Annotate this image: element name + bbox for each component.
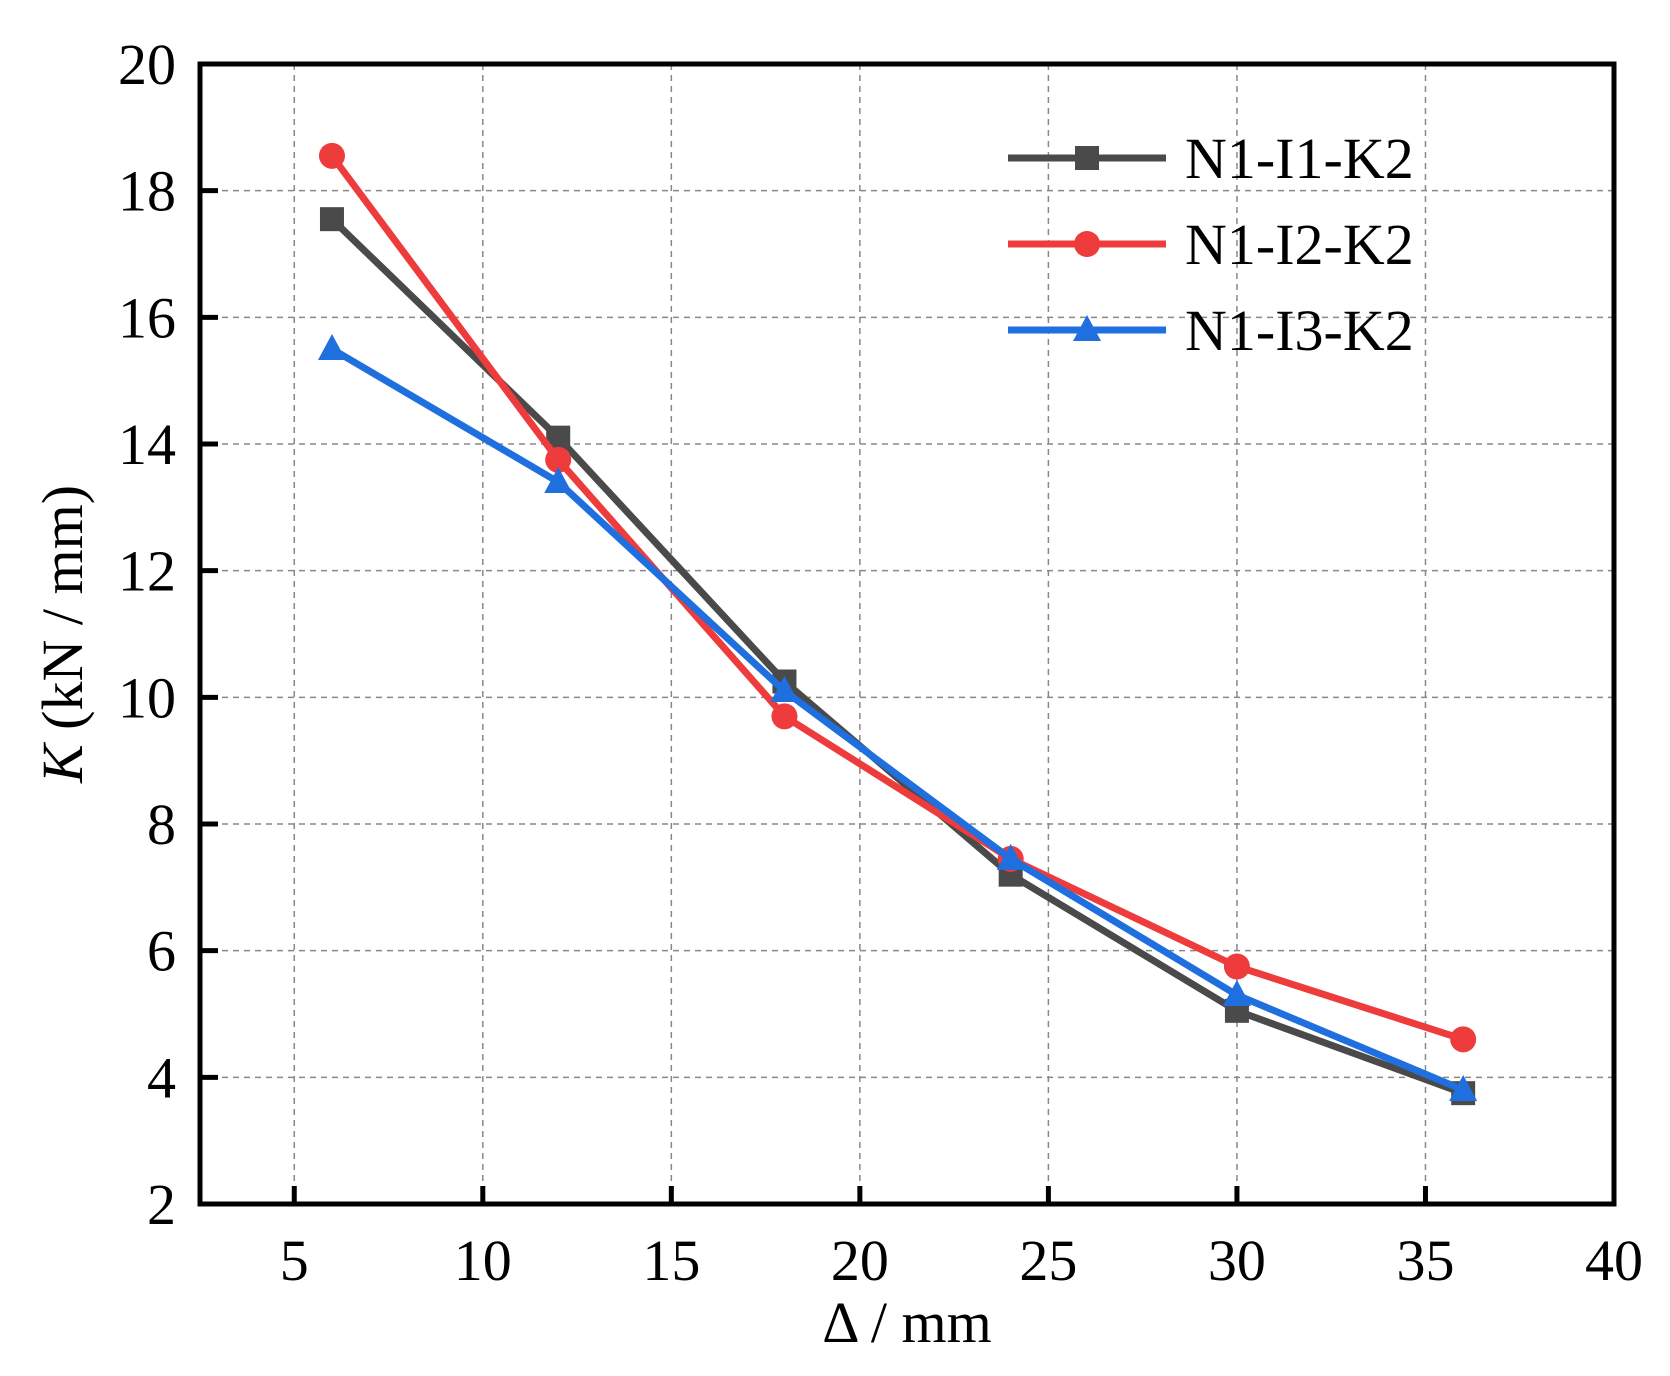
data-point: [318, 142, 345, 169]
data-point: [1223, 953, 1250, 980]
series-group: [317, 142, 1478, 1106]
x-tick-label: 5: [280, 1228, 309, 1293]
legend-label: N1-I2-K2: [1185, 212, 1414, 277]
y-tick-label: 10: [118, 665, 176, 730]
data-point: [770, 676, 799, 702]
x-tick-label: 15: [642, 1228, 700, 1293]
data-point: [545, 446, 572, 473]
legend-item: N1-I3-K2: [1008, 298, 1414, 363]
x-tick-label: 30: [1208, 1228, 1266, 1293]
data-point: [544, 467, 573, 493]
x-tick-label: 20: [831, 1228, 889, 1293]
axis-ticks: 5 10 15 20 25 30 35 40 2 4 6 8 10 12 14 16 18 20: [118, 32, 1643, 1293]
data-point: [996, 843, 1025, 870]
legend-label: N1-I1-K2: [1185, 126, 1414, 191]
y-tick-label: 14: [118, 412, 176, 477]
y-tick-label: 18: [118, 159, 176, 224]
data-point: [319, 207, 344, 232]
x-axis-label: Δ / mm: [822, 1290, 991, 1355]
y-axis-label-symbol: K: [30, 741, 95, 784]
series-N1-I2-K2: [318, 142, 1477, 1053]
y-tick-label: 4: [147, 1045, 176, 1110]
x-tick-label: 40: [1585, 1228, 1643, 1293]
series-line: [330, 345, 1465, 1094]
data-point: [1450, 1026, 1477, 1053]
x-tick-label: 35: [1396, 1228, 1454, 1293]
legend-item: N1-I2-K2: [1008, 212, 1414, 277]
legend-label: N1-I3-K2: [1185, 298, 1414, 363]
y-tick-label: 16: [118, 285, 176, 350]
y-tick-label: 20: [118, 32, 176, 97]
legend-item: N1-I1-K2: [1008, 126, 1414, 191]
series-N1-I3-K2: [317, 334, 1478, 1101]
y-tick-label: 2: [147, 1172, 176, 1237]
y-tick-label: 12: [118, 539, 176, 604]
y-axis-label: K (kN / mm): [30, 485, 95, 784]
data-point: [1222, 980, 1251, 1006]
legend-marker: [1073, 315, 1101, 341]
x-tick-label: 25: [1019, 1228, 1077, 1293]
legend: N1-I1-K2 N1-I2-K2 N1-I3-K2: [1008, 126, 1414, 363]
legend-marker: [1074, 231, 1100, 257]
x-tick-label: 10: [454, 1228, 512, 1293]
grid: [200, 64, 1614, 1204]
data-point: [1449, 1075, 1478, 1101]
plot-frame: [197, 61, 1617, 1207]
y-tick-label: 6: [147, 919, 176, 984]
series-line: [329, 153, 1465, 1043]
y-tick-label: 8: [147, 792, 176, 857]
data-point: [771, 703, 798, 730]
data-point: [317, 334, 346, 360]
y-axis-label-units: (kN / mm): [30, 485, 95, 744]
legend-marker: [1075, 146, 1099, 170]
